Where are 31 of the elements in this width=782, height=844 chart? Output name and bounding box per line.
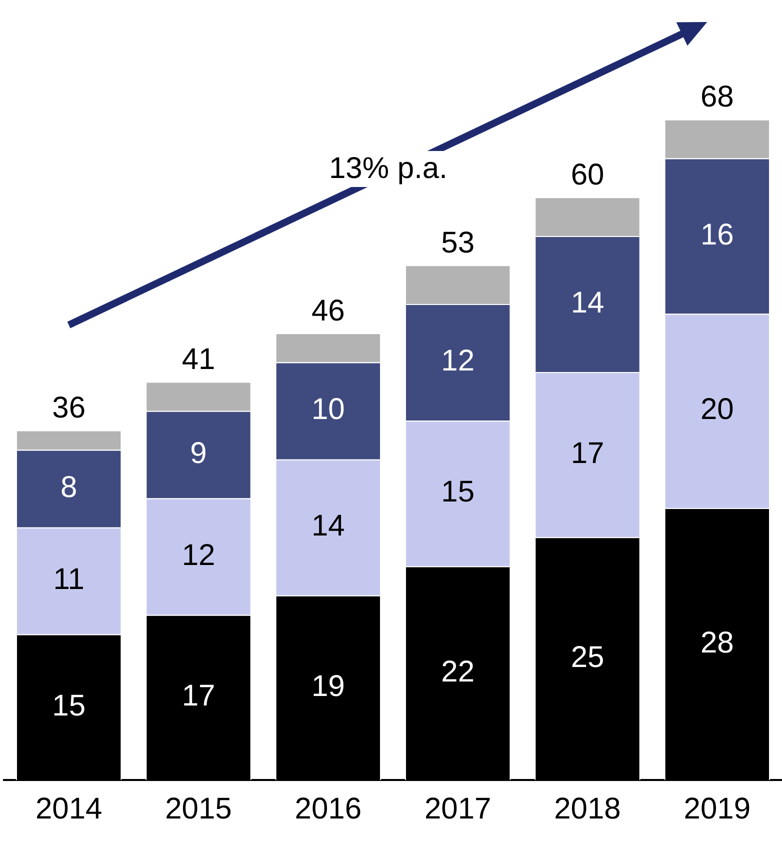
data-label: 17 <box>182 680 216 713</box>
x-tick-label: 2015 <box>165 792 232 826</box>
data-label: 15 <box>52 689 86 722</box>
data-label: 20 <box>700 393 734 426</box>
data-label: 28 <box>700 626 734 660</box>
data-label: 11 <box>53 563 84 596</box>
data-label: 22 <box>441 655 475 688</box>
total-label: 53 <box>441 226 475 260</box>
data-label: 12 <box>182 538 216 572</box>
data-label: 10 <box>311 393 345 426</box>
x-tick-label: 2014 <box>35 792 102 826</box>
data-label: 9 <box>190 436 207 470</box>
total-label: 41 <box>182 342 216 376</box>
data-label: 19 <box>311 670 345 703</box>
data-label: 12 <box>441 344 475 378</box>
x-tick-label: 2019 <box>684 792 751 826</box>
total-label: 36 <box>52 392 86 425</box>
data-label: 16 <box>700 218 734 252</box>
annotation: 13% p.a. <box>323 150 454 186</box>
total-label: 60 <box>570 158 604 192</box>
x-tick-label: 2018 <box>554 792 621 826</box>
data-label: 8 <box>60 470 78 504</box>
x-tick-label: 2016 <box>294 792 362 826</box>
data-label: 25 <box>570 640 604 674</box>
data-label: 14 <box>570 286 604 320</box>
total-label: 46 <box>311 294 345 328</box>
data-label: 17 <box>570 436 604 470</box>
data-label: 14 <box>311 510 345 543</box>
x-tick-label: 2017 <box>424 792 492 826</box>
total-label: 68 <box>700 80 734 114</box>
data-label: 15 <box>441 476 475 509</box>
